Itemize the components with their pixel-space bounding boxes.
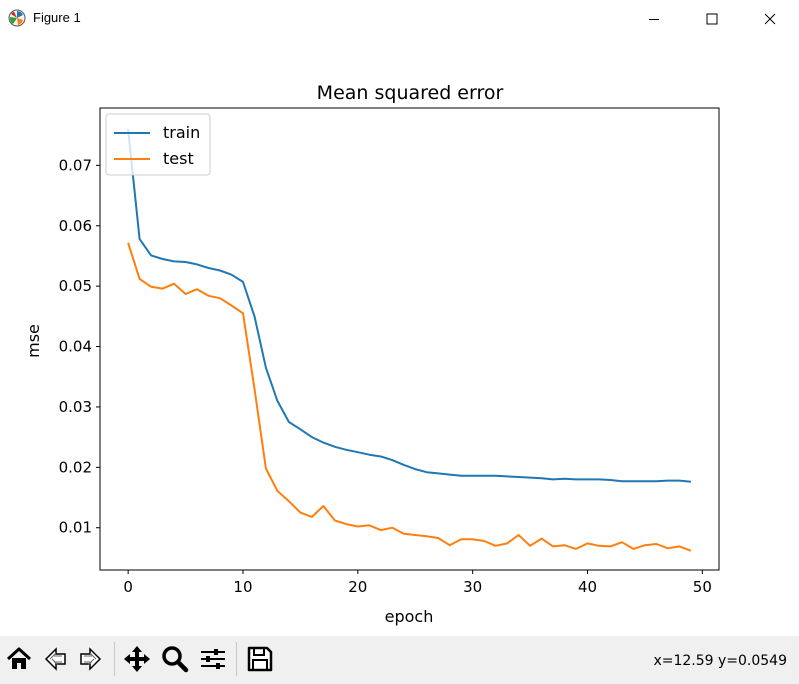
minimize-button[interactable] [625,0,683,38]
y-tick-label: 0.02 [59,458,92,476]
maximize-button[interactable] [683,0,741,38]
y-tick-label: 0.03 [59,398,92,416]
floppy-disk-icon [247,646,273,672]
toolbar-separator [236,642,237,676]
x-tick-label: 50 [693,578,712,596]
pan-button[interactable] [120,642,154,676]
legend-test-label: test [163,149,194,168]
configure-subplots-button[interactable] [196,642,230,676]
y-tick-label: 0.01 [59,519,92,537]
back-button[interactable] [38,642,72,676]
forward-button[interactable] [74,642,108,676]
navigation-toolbar: x=12.59 y=0.0549 [0,636,799,684]
figure-canvas[interactable]: Mean squared error 0.01 0.02 0.03 0.04 0.05 0… [0,38,799,636]
x-tick-label: 30 [463,578,482,596]
save-button[interactable] [243,642,277,676]
close-button[interactable] [741,0,799,38]
y-tick-label: 0.04 [59,338,92,356]
y-tick-label: 0.06 [59,217,92,235]
x-tick-label: 40 [578,578,597,596]
zoom-button[interactable] [158,642,192,676]
close-icon [764,13,776,25]
toolbar-separator [114,642,115,676]
x-axis: 0 10 20 30 40 50 [123,570,712,596]
y-axis-label: mse [24,324,43,358]
magnifier-icon [162,646,189,673]
x-tick-label: 10 [233,578,252,596]
cursor-coordinates: x=12.59 y=0.0549 [653,653,787,669]
chart-title: Mean squared error [317,82,504,104]
x-tick-label: 20 [348,578,367,596]
sliders-icon [201,649,225,669]
y-tick-label: 0.05 [59,277,92,295]
x-axis-label: epoch [385,607,434,626]
series-lines [127,128,692,552]
title-bar: Figure 1 [0,0,799,38]
legend: train test [105,113,211,176]
matplotlib-icon [8,9,26,27]
plot-area [99,107,720,571]
y-tick-label: 0.07 [59,156,92,174]
home-icon [6,647,32,669]
forward-arrow-icon [80,647,102,671]
maximize-icon [706,13,718,25]
series-line-test [127,242,692,552]
minimize-icon [649,19,659,20]
line-chart: Mean squared error 0.010.020.030.040.050… [24,82,720,626]
y-axis: 0.01 0.02 0.03 0.04 0.05 0.06 0.07 [59,156,100,537]
x-tick-label: 0 [123,578,133,596]
series-line-train [127,128,692,483]
home-button[interactable] [2,642,36,676]
back-arrow-icon [44,647,66,671]
window-title: Figure 1 [33,10,81,25]
legend-train-label: train [163,123,200,142]
move-icon [124,646,150,672]
